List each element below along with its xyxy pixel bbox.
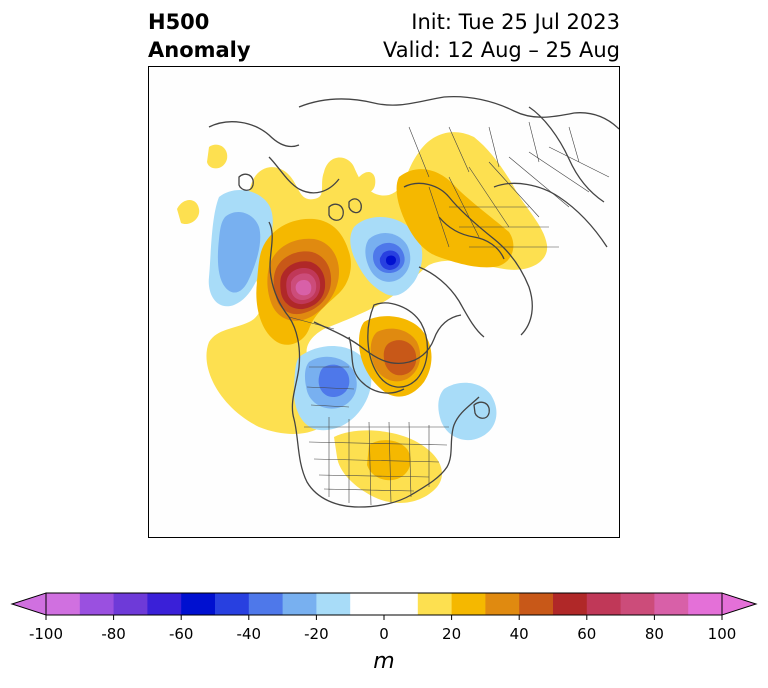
coastline [348, 198, 362, 214]
colorbar-segment [181, 593, 216, 615]
colorbar-tick-label: -100 [29, 625, 63, 643]
colorbar-svg: -100 -80 -60 -40 -20 0 20 40 60 80 100 m [10, 592, 758, 674]
coastline [298, 95, 619, 130]
state-borders [304, 417, 449, 506]
colorbar-unit-label: m [373, 649, 394, 674]
colorbar-tick-label: 100 [708, 625, 737, 643]
colorbar-tick-label: 80 [645, 625, 664, 643]
coastline [348, 336, 405, 394]
coastline [268, 221, 480, 508]
coastline [418, 266, 485, 338]
positive-anomaly-region [383, 340, 417, 376]
border-layer [288, 121, 610, 506]
positive-anomaly-region [367, 440, 411, 481]
colorbar-segment [417, 593, 453, 615]
colorbar-segment [248, 593, 284, 615]
colorbar-segment [451, 593, 486, 615]
colorbar-tick-label: -60 [169, 625, 194, 643]
negative-anomaly-region [217, 212, 261, 293]
colorbar-segment [350, 593, 419, 615]
coastline [208, 121, 300, 148]
coastline-layer [208, 95, 619, 508]
colorbar-tick-label: -20 [304, 625, 329, 643]
colorbar-segment [485, 593, 520, 615]
coastline [473, 401, 490, 419]
positive-anomaly-region [359, 171, 376, 193]
init-date: Init: Tue 25 Jul 2023 [411, 10, 620, 34]
colorbar-tick-label: 40 [510, 625, 529, 643]
negative-anomaly-region [385, 255, 396, 266]
map-canvas [177, 95, 619, 508]
positive-anomaly-region [177, 200, 200, 225]
anomaly-map [148, 66, 620, 538]
colorbar-tick-label: 60 [577, 625, 596, 643]
colorbar-segment [113, 593, 148, 615]
colorbar-segment [654, 593, 689, 615]
map-dates: Init: Tue 25 Jul 2023 Valid: 12 Aug – 25… [383, 8, 620, 64]
coastline [367, 302, 428, 388]
coastline [493, 182, 608, 248]
negative-anomaly-region [318, 364, 350, 397]
country-borders [408, 121, 610, 248]
colorbar-tick-label: -40 [237, 625, 262, 643]
title-variable: H500 [148, 10, 210, 34]
colorbar-segment [688, 593, 723, 615]
colorbar-segment [147, 593, 182, 615]
colorbar-ticks: -100 -80 -60 -40 -20 0 20 40 60 80 100 [29, 615, 736, 643]
colorbar-extend-over [721, 592, 758, 616]
map-title: H500 Anomaly [148, 8, 251, 64]
colorbar: -100 -80 -60 -40 -20 0 20 40 60 80 100 m [0, 585, 768, 684]
coastline [438, 216, 505, 260]
positive-anomaly-region [207, 144, 228, 169]
colorbar-segment [215, 593, 250, 615]
colorbar-segment [620, 593, 655, 615]
colorbar-segment [316, 593, 351, 615]
coastline [238, 173, 254, 191]
valid-range: Valid: 12 Aug – 25 Aug [382, 38, 620, 62]
coastline [528, 106, 605, 203]
colorbar-segment [519, 593, 554, 615]
positive-anomaly-region [295, 280, 312, 296]
anomaly-fill-layer [177, 132, 548, 503]
colorbar-extend-under [10, 592, 47, 616]
colorbar-segment [553, 593, 588, 615]
country-borders [288, 316, 355, 408]
colorbar-segments [10, 592, 758, 616]
coastline [403, 182, 533, 336]
colorbar-segment [46, 593, 81, 615]
positive-anomaly-region [396, 169, 514, 268]
coastline [328, 203, 344, 221]
colorbar-tick-label: 20 [442, 625, 461, 643]
colorbar-tick-label: 0 [379, 625, 389, 643]
colorbar-tick-label: -80 [101, 625, 126, 643]
title-field: Anomaly [148, 38, 251, 62]
coastline [268, 156, 340, 194]
colorbar-segment [79, 593, 115, 615]
negative-anomaly-region [438, 382, 497, 441]
colorbar-segment [282, 593, 317, 615]
colorbar-segment [586, 593, 622, 615]
